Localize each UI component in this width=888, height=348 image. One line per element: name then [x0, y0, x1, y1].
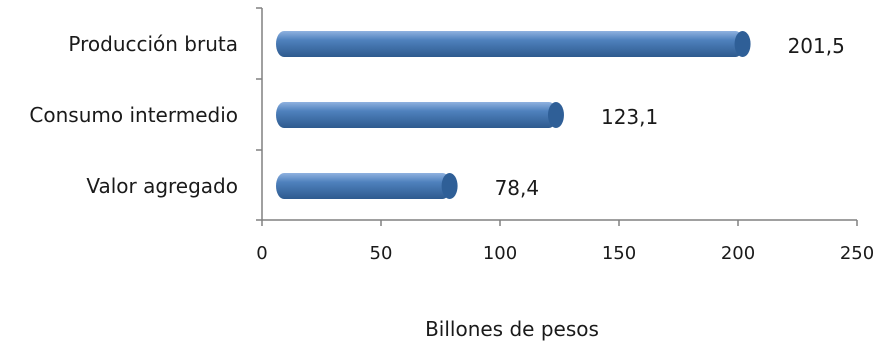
bar-end-cap — [547, 102, 564, 128]
category-label: Consumo intermedio — [29, 103, 238, 127]
data-label: 123,1 — [601, 105, 658, 129]
bar-body — [276, 173, 451, 199]
bar-end-cap — [734, 31, 751, 57]
x-tick-label: 100 — [483, 243, 517, 264]
bar-body — [276, 102, 557, 128]
bar-body — [276, 31, 744, 57]
x-tick-label: 50 — [370, 243, 393, 264]
x-tick-label: 200 — [721, 243, 755, 264]
bar — [276, 31, 751, 57]
bar-end-cap — [441, 173, 458, 199]
bar — [276, 102, 564, 128]
data-label: 78,4 — [495, 176, 540, 200]
x-tick-label: 0 — [256, 243, 267, 264]
x-tick-label: 150 — [602, 243, 636, 264]
x-axis-title: Billones de pesos — [425, 317, 599, 341]
category-label: Valor agregado — [86, 174, 238, 198]
x-tick-label: 250 — [840, 243, 874, 264]
bar — [276, 173, 458, 199]
category-label: Producción bruta — [68, 32, 238, 56]
data-label: 201,5 — [788, 34, 845, 58]
